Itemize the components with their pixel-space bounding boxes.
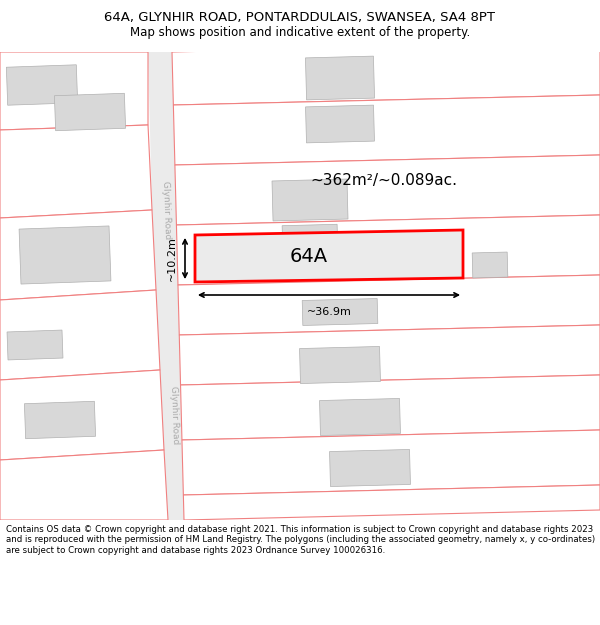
Polygon shape <box>0 52 148 130</box>
Text: ~36.9m: ~36.9m <box>307 307 352 317</box>
Polygon shape <box>0 370 164 460</box>
Polygon shape <box>176 215 600 285</box>
Polygon shape <box>282 224 338 256</box>
Polygon shape <box>472 252 508 278</box>
Text: ~10.2m: ~10.2m <box>167 236 177 281</box>
Polygon shape <box>184 485 600 520</box>
Text: Contains OS data © Crown copyright and database right 2021. This information is : Contains OS data © Crown copyright and d… <box>6 525 595 555</box>
Polygon shape <box>7 65 77 105</box>
Text: ~362m²/~0.089ac.: ~362m²/~0.089ac. <box>310 173 457 188</box>
Text: Map shows position and indicative extent of the property.: Map shows position and indicative extent… <box>130 26 470 39</box>
Polygon shape <box>172 42 600 105</box>
Polygon shape <box>195 230 463 282</box>
Polygon shape <box>175 155 600 225</box>
Polygon shape <box>302 299 378 326</box>
Polygon shape <box>0 210 156 300</box>
Polygon shape <box>0 125 152 218</box>
Polygon shape <box>0 450 168 520</box>
Polygon shape <box>178 275 600 335</box>
Text: Glynhir Road: Glynhir Road <box>161 181 173 239</box>
Polygon shape <box>299 346 380 384</box>
Text: 64A, GLYNHIR ROAD, PONTARDDULAIS, SWANSEA, SA4 8PT: 64A, GLYNHIR ROAD, PONTARDDULAIS, SWANSE… <box>104 11 496 24</box>
Polygon shape <box>19 226 111 284</box>
Polygon shape <box>0 290 160 380</box>
Polygon shape <box>7 330 63 360</box>
Polygon shape <box>55 93 125 131</box>
Polygon shape <box>329 449 410 486</box>
Polygon shape <box>148 52 184 520</box>
Polygon shape <box>25 401 95 439</box>
Polygon shape <box>181 375 600 440</box>
Polygon shape <box>320 399 400 436</box>
Polygon shape <box>182 430 600 495</box>
Polygon shape <box>173 95 600 165</box>
Polygon shape <box>179 325 600 385</box>
Text: Glynhir Road: Glynhir Road <box>169 386 181 444</box>
Text: 64A: 64A <box>290 247 328 266</box>
Polygon shape <box>272 179 348 221</box>
Polygon shape <box>305 105 374 143</box>
Polygon shape <box>305 56 374 100</box>
